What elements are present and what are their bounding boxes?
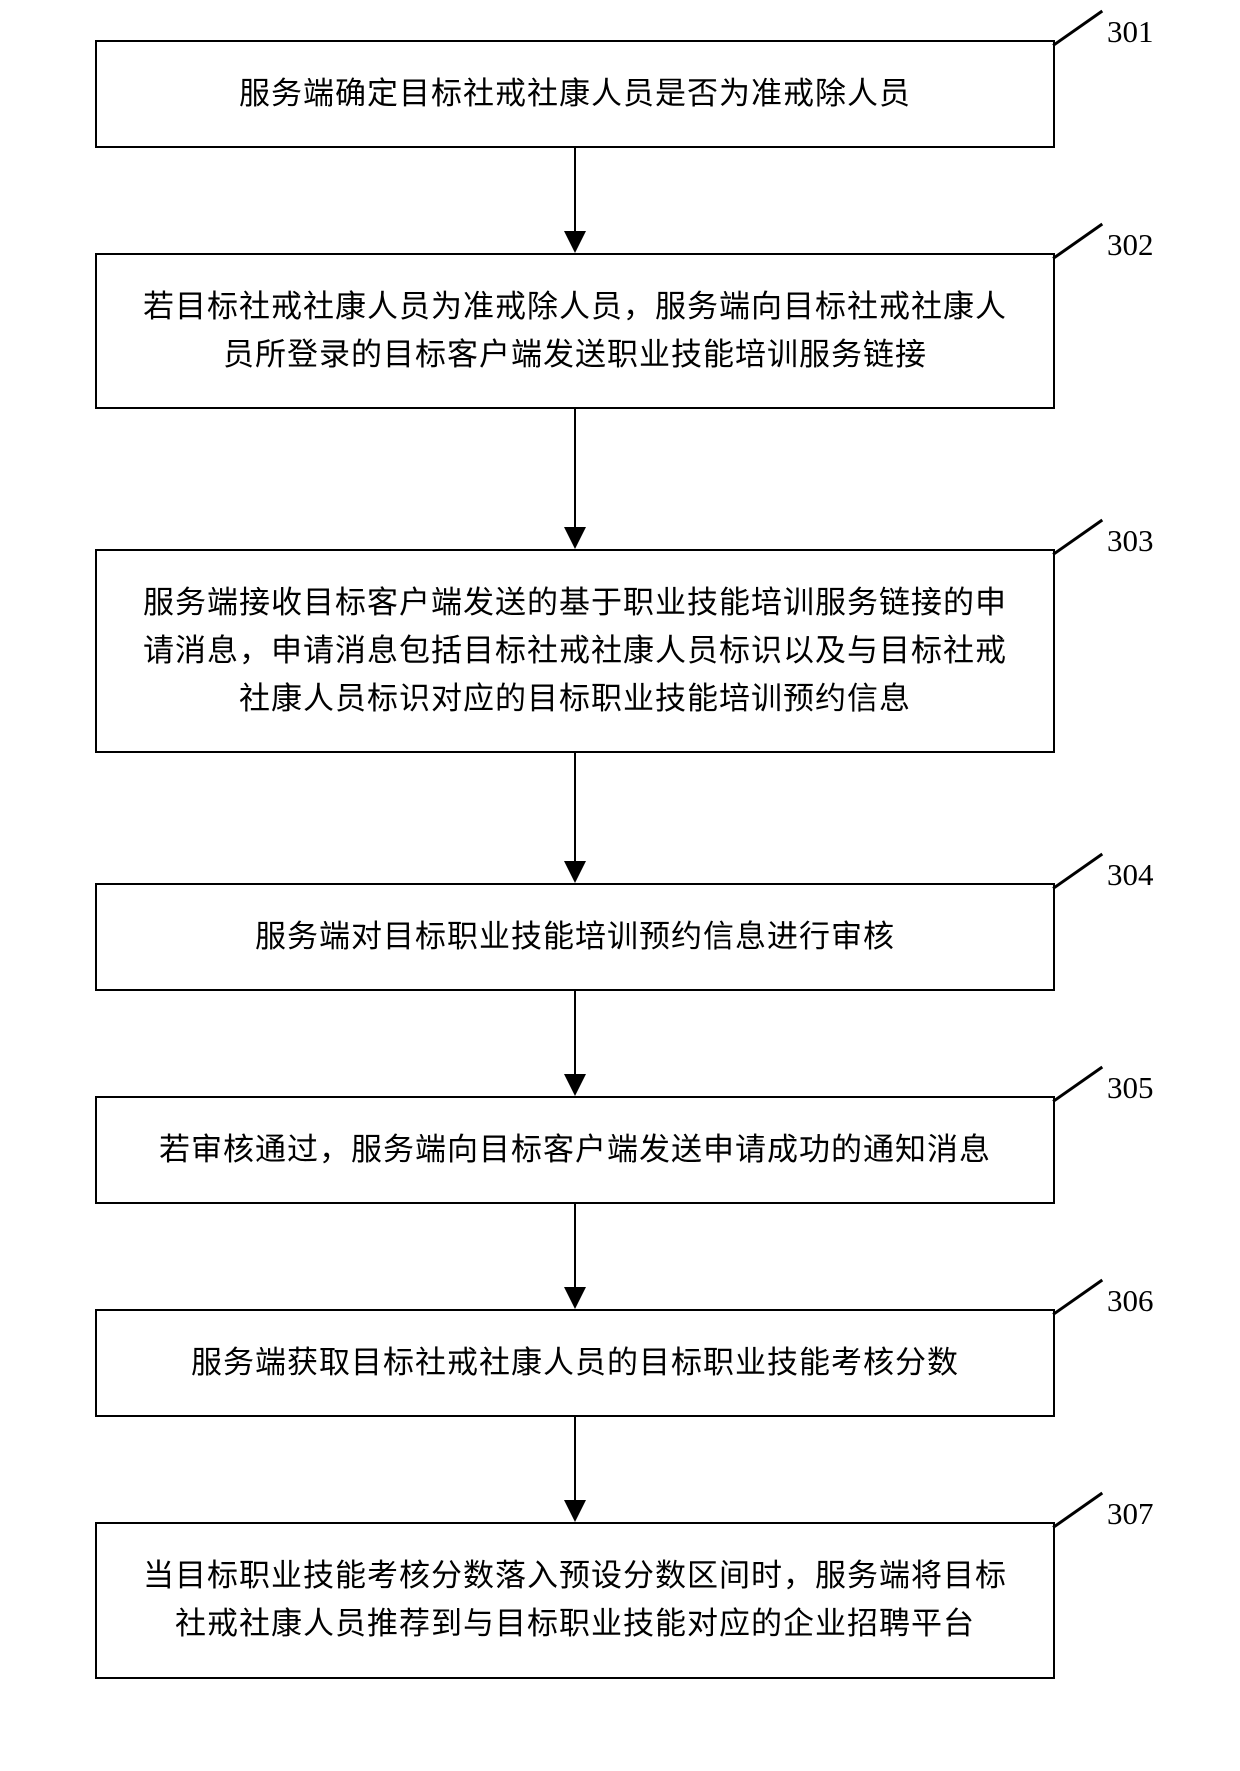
step-text: 服务端接收目标客户端发送的基于职业技能培训服务链接的申请消息，申请消息包括目标社…	[137, 579, 1013, 723]
step-box: 服务端获取目标社戒社康人员的目标职业技能考核分数	[95, 1309, 1055, 1417]
arrow-line	[574, 1204, 577, 1289]
arrow	[95, 1417, 1055, 1522]
step-label: 305	[1107, 1070, 1154, 1106]
step-305: 若审核通过，服务端向目标客户端发送申请成功的通知消息 305	[95, 1096, 1145, 1204]
step-label: 304	[1107, 857, 1154, 893]
step-box: 当目标职业技能考核分数落入预设分数区间时，服务端将目标社戒社康人员推荐到与目标职…	[95, 1522, 1055, 1678]
arrow-line	[574, 148, 577, 233]
step-label: 306	[1107, 1283, 1154, 1319]
arrow	[95, 753, 1055, 883]
step-box: 服务端确定目标社戒社康人员是否为准戒除人员	[95, 40, 1055, 148]
step-302: 若目标社戒社康人员为准戒除人员，服务端向目标社戒社康人员所登录的目标客户端发送职…	[95, 253, 1145, 409]
step-text: 服务端对目标职业技能培训预约信息进行审核	[255, 913, 895, 961]
arrow-head-icon	[564, 527, 586, 549]
arrow-head-icon	[564, 861, 586, 883]
step-box: 若审核通过，服务端向目标客户端发送申请成功的通知消息	[95, 1096, 1055, 1204]
leader-line	[1052, 519, 1103, 555]
step-box: 服务端对目标职业技能培训预约信息进行审核	[95, 883, 1055, 991]
flowchart-container: 服务端确定目标社戒社康人员是否为准戒除人员 301 若目标社戒社康人员为准戒除人…	[95, 40, 1145, 1679]
leader-line	[1052, 853, 1103, 889]
arrow	[95, 991, 1055, 1096]
step-box: 服务端接收目标客户端发送的基于职业技能培训服务链接的申请消息，申请消息包括目标社…	[95, 549, 1055, 753]
step-304: 服务端对目标职业技能培训预约信息进行审核 304	[95, 883, 1145, 991]
leader-line	[1052, 1279, 1103, 1315]
step-306: 服务端获取目标社戒社康人员的目标职业技能考核分数 306	[95, 1309, 1145, 1417]
step-box: 若目标社戒社康人员为准戒除人员，服务端向目标社戒社康人员所登录的目标客户端发送职…	[95, 253, 1055, 409]
step-label: 302	[1107, 227, 1154, 263]
step-301: 服务端确定目标社戒社康人员是否为准戒除人员 301	[95, 40, 1145, 148]
step-text: 若审核通过，服务端向目标客户端发送申请成功的通知消息	[159, 1126, 991, 1174]
arrow-line	[574, 991, 577, 1076]
leader-line	[1052, 1066, 1103, 1102]
arrow-line	[574, 409, 577, 529]
step-text: 服务端获取目标社戒社康人员的目标职业技能考核分数	[191, 1339, 959, 1387]
step-307: 当目标职业技能考核分数落入预设分数区间时，服务端将目标社戒社康人员推荐到与目标职…	[95, 1522, 1145, 1678]
step-label: 303	[1107, 523, 1154, 559]
leader-line	[1052, 10, 1103, 46]
step-text: 若目标社戒社康人员为准戒除人员，服务端向目标社戒社康人员所登录的目标客户端发送职…	[137, 283, 1013, 379]
arrow-line	[574, 753, 577, 863]
arrow-head-icon	[564, 1500, 586, 1522]
arrow-head-icon	[564, 1287, 586, 1309]
step-text: 服务端确定目标社戒社康人员是否为准戒除人员	[239, 70, 911, 118]
arrow-line	[574, 1417, 577, 1502]
leader-line	[1052, 223, 1103, 259]
leader-line	[1052, 1492, 1103, 1528]
arrow	[95, 148, 1055, 253]
step-303: 服务端接收目标客户端发送的基于职业技能培训服务链接的申请消息，申请消息包括目标社…	[95, 549, 1145, 753]
arrow	[95, 409, 1055, 549]
step-text: 当目标职业技能考核分数落入预设分数区间时，服务端将目标社戒社康人员推荐到与目标职…	[137, 1552, 1013, 1648]
arrow	[95, 1204, 1055, 1309]
arrow-head-icon	[564, 1074, 586, 1096]
step-label: 301	[1107, 14, 1154, 50]
step-label: 307	[1107, 1496, 1154, 1532]
arrow-head-icon	[564, 231, 586, 253]
